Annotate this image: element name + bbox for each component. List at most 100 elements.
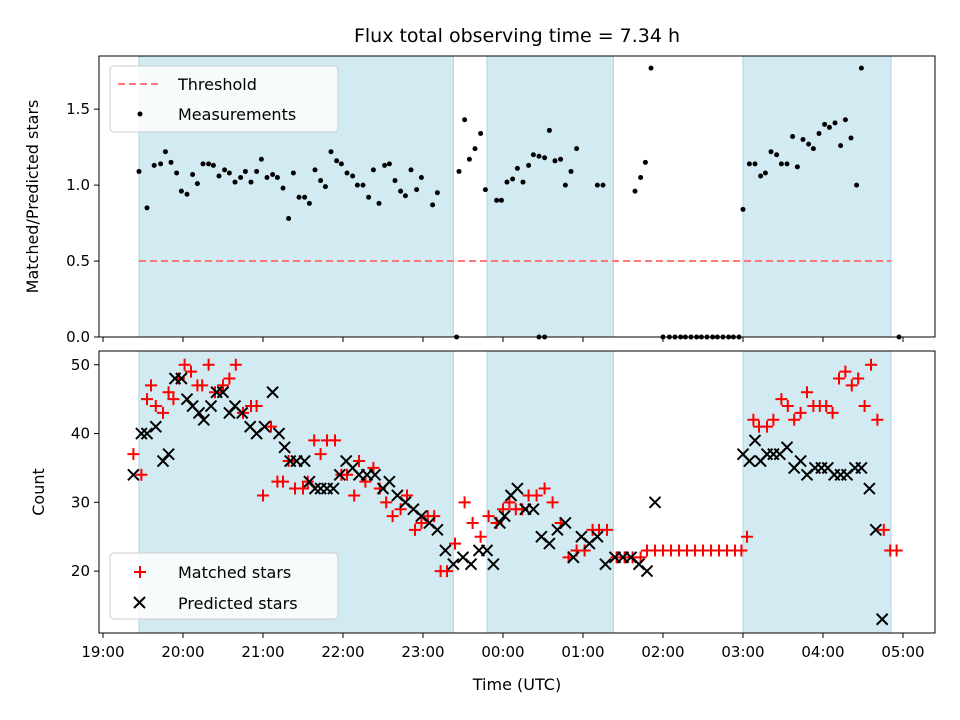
measurement-point <box>184 191 190 197</box>
predicted-star-point <box>140 427 154 440</box>
y-tick-label: 0.5 <box>66 252 90 270</box>
y-tick-label: 20 <box>71 562 90 580</box>
legend-threshold: Threshold <box>177 75 257 94</box>
measurement-point <box>178 188 184 194</box>
matched-star-point <box>202 358 215 371</box>
measurement-point <box>562 182 568 188</box>
predicted-star-point <box>780 441 794 454</box>
bottom-y-ticks: 20 30 40 50 <box>71 356 99 580</box>
matched-star-point <box>250 400 263 413</box>
measurement-point <box>398 188 404 194</box>
top-panel: 0.0 0.5 1.0 1.5 Matched/Predicted stars Thr… <box>23 55 936 346</box>
measurement-point <box>858 65 864 71</box>
measurement-point <box>478 130 484 136</box>
measurement-point <box>248 179 254 185</box>
measurement-point <box>151 162 157 168</box>
observing-window-2 <box>742 350 892 634</box>
measurement-point <box>430 202 436 208</box>
matched-star-point <box>217 379 229 392</box>
measurement-point <box>200 161 206 167</box>
matched-star-point <box>761 420 773 433</box>
observing-window-1 <box>486 55 614 338</box>
measurement-point <box>312 167 318 173</box>
matched-star-point <box>801 386 813 399</box>
chart-title: Flux total observing time = 7.34 h <box>354 25 680 47</box>
predicted-star-point <box>511 482 524 495</box>
x-tick-label: 00:00 <box>481 643 524 661</box>
matched-star-point <box>833 372 845 385</box>
measurement-point <box>210 162 216 168</box>
matched-star-point <box>865 358 877 371</box>
matched-star-point <box>282 455 295 468</box>
measurement-point <box>800 137 806 143</box>
x-tick-label: 21:00 <box>241 643 284 661</box>
measurement-point <box>350 173 356 179</box>
matched-star-point <box>775 393 788 406</box>
predicted-star-point <box>383 475 396 488</box>
measurement-point <box>306 200 312 206</box>
matched-star-point <box>141 393 153 406</box>
measurement-point <box>510 176 516 182</box>
measurement-point <box>418 175 424 181</box>
matched-star-point <box>162 386 175 399</box>
predicted-star-point <box>855 461 868 475</box>
measurement-point <box>832 120 838 126</box>
matched-star-point <box>852 372 865 385</box>
measurement-point <box>806 141 812 147</box>
bottom-legend: Matched stars Predicted stars <box>109 552 339 620</box>
measurement-point <box>414 187 420 193</box>
y-tick-label: 1.5 <box>66 100 90 118</box>
matched-star-point <box>223 372 236 385</box>
matched-star-point <box>415 516 428 529</box>
matched-star-point <box>386 510 399 523</box>
predicted-star-point <box>368 468 382 482</box>
matched-star-point <box>890 544 903 557</box>
predicted-star-point <box>333 468 347 482</box>
measurement-point <box>318 178 324 184</box>
predicted-star-point <box>327 482 340 495</box>
measurement-point <box>136 168 142 174</box>
predicted-star-point <box>599 558 612 571</box>
x-axis-label: Time (UTC) <box>472 675 561 694</box>
predicted-star-point <box>308 482 322 495</box>
matched-star-point <box>314 448 327 461</box>
measurement-point <box>648 65 654 71</box>
measurement-point <box>286 216 292 222</box>
predicted-star-point <box>197 413 211 426</box>
measurement-point <box>274 175 280 181</box>
measurement-point <box>504 179 510 185</box>
measurement-point <box>386 161 392 167</box>
measurement-point <box>816 130 822 136</box>
matched-star-point <box>839 365 852 378</box>
matched-star-point <box>441 565 453 578</box>
matched-star-point <box>409 523 421 536</box>
predicted-star-point <box>298 454 311 468</box>
predicted-star-point <box>480 544 494 557</box>
x-tick-label: 20:00 <box>161 643 204 661</box>
x-tick-label: 03:00 <box>721 643 764 661</box>
measurement-point <box>638 175 644 181</box>
legend-measurements: Measurements <box>178 105 296 124</box>
measurement-point <box>434 190 440 196</box>
top-axes-frame <box>98 55 936 338</box>
matched-star-point <box>781 400 794 413</box>
measurement-point <box>370 167 376 173</box>
measurement-point <box>242 168 248 174</box>
predicted-star-point <box>272 427 286 440</box>
bottom-y-axis-label: Count <box>29 468 48 516</box>
predicted-star-point <box>648 496 662 509</box>
predicted-star-point <box>127 468 140 482</box>
measurement-point <box>498 197 504 203</box>
measurement-point <box>838 143 844 149</box>
measurement-point <box>302 194 308 200</box>
predicted-star-point <box>175 372 188 385</box>
measurement-point <box>526 162 532 168</box>
matched-star-point <box>767 413 780 426</box>
measurement-point <box>784 161 790 167</box>
predicted-star-point <box>567 551 580 564</box>
y-tick-label: 1.0 <box>66 176 90 194</box>
matched-star-point <box>741 530 753 543</box>
measurement-point <box>842 117 848 123</box>
predicted-star-point <box>258 420 271 433</box>
measurement-point <box>190 171 196 177</box>
